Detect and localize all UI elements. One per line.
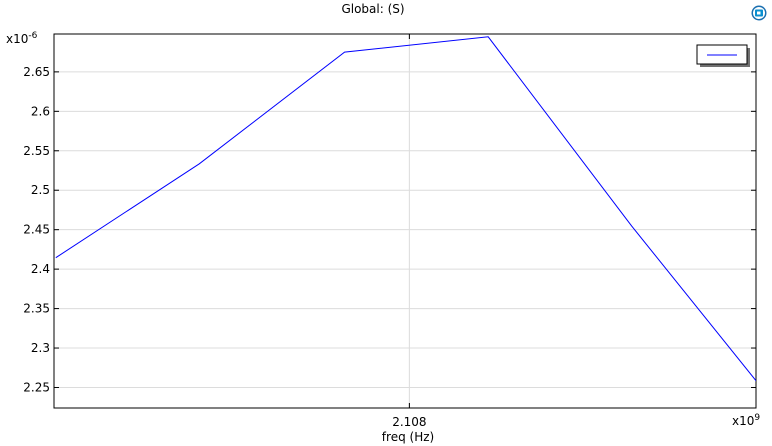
y-tick-label: 2.4 — [31, 262, 50, 276]
y-tick-label: 2.5 — [31, 183, 50, 197]
series-line — [55, 36, 756, 382]
axes-frame — [53, 33, 757, 409]
chart-title: Global: (S) — [341, 2, 404, 16]
y-tick-label: 2.45 — [23, 223, 50, 237]
y-axis: 2.25 2.3 2.35 2.4 2.45 2.5 2.55 2.6 2.65 — [23, 65, 756, 394]
legend — [696, 44, 750, 67]
y-tick-label: 2.35 — [23, 302, 50, 316]
comsol-logo-icon — [751, 5, 767, 21]
series-layer — [55, 36, 756, 382]
x-axis-label: freq (Hz) — [382, 430, 434, 444]
x-tick-label: 2.108 — [392, 415, 426, 429]
y-tick-label: 2.6 — [31, 104, 50, 118]
y-tick-label: 2.3 — [31, 341, 50, 355]
x-multiplier: x109 — [732, 413, 760, 428]
y-multiplier: x10-6 — [6, 31, 38, 46]
grid — [54, 34, 756, 408]
y-tick-label: 2.55 — [23, 144, 50, 158]
x-axis: 2.108 — [392, 34, 427, 429]
y-tick-label: 2.65 — [23, 65, 50, 79]
y-tick-label: 2.25 — [23, 380, 50, 394]
